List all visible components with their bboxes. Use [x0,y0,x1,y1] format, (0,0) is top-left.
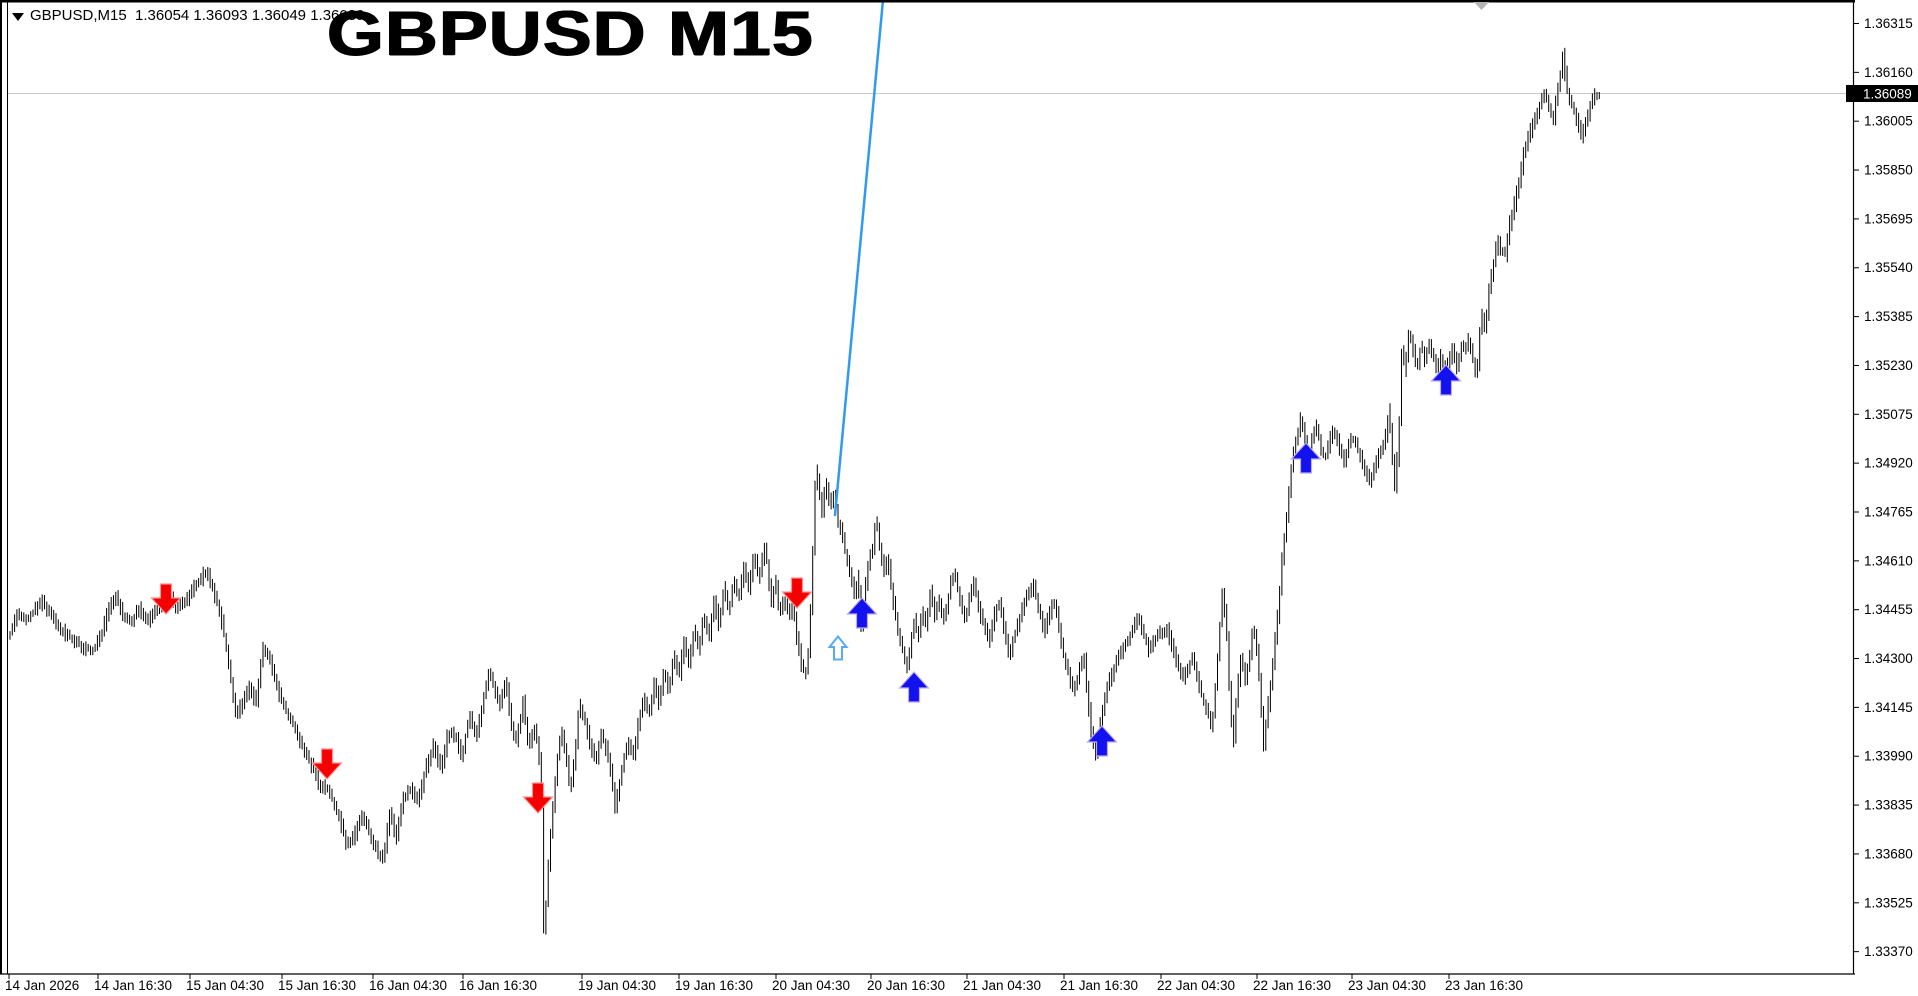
price-axis-label: 1.34300 [1864,651,1913,666]
time-axis-label: 20 Jan 04:30 [772,978,850,993]
price-axis-label: 1.34920 [1864,456,1913,471]
buy-arrow-marker[interactable] [846,597,878,629]
signal-arrows-layer[interactable] [150,364,1462,814]
price-axis-label: 1.35540 [1864,260,1913,275]
time-axis-label: 23 Jan 16:30 [1445,978,1523,993]
buy-arrow-marker[interactable] [898,671,930,703]
sell-arrow-marker[interactable] [150,583,182,615]
time-axis-label: 23 Jan 04:30 [1348,978,1426,993]
price-axis-label: 1.35850 [1864,163,1913,178]
price-axis-label: 1.33525 [1864,895,1913,910]
time-axis-label: 20 Jan 16:30 [867,978,945,993]
time-axis-label: 15 Jan 16:30 [278,978,356,993]
sell-arrow-marker[interactable] [522,782,554,814]
price-axis-label: 1.34455 [1864,602,1913,617]
price-axis-label: 1.36315 [1864,16,1913,31]
price-axis-label: 1.35385 [1864,309,1913,324]
time-axis-label: 15 Jan 04:30 [186,978,264,993]
price-axis-label: 1.34610 [1864,553,1913,568]
ohlc-bars-layer [9,47,1600,935]
time-axis-label: 16 Jan 04:30 [369,978,447,993]
symbol-dropdown-icon[interactable] [12,13,24,21]
time-axis-label: 21 Jan 04:30 [963,978,1041,993]
quote-line: GBPUSD,M15 1.36054 1.36093 1.36049 1.360… [30,7,365,24]
time-axis-label: 22 Jan 16:30 [1253,978,1331,993]
price-axis-label: 1.33680 [1864,846,1913,861]
time-axis-label: 19 Jan 16:30 [675,978,753,993]
buy-arrow-marker[interactable] [1086,725,1118,757]
price-axis-label: 1.36005 [1864,114,1913,129]
time-axis-label: 14 Jan 16:30 [94,978,172,993]
time-axis-label: 19 Jan 04:30 [578,978,656,993]
time-axis-label: 14 Jan 2026 [5,978,79,993]
price-axis-label: 1.33990 [1864,749,1913,764]
current-price-box: 1.36089 [1846,85,1918,102]
trendline-object[interactable] [833,0,885,517]
price-axis-label: 1.35230 [1864,358,1913,373]
current-price-value: 1.36089 [1863,87,1912,102]
buy-arrow-marker[interactable] [1290,442,1322,474]
price-axis-label: 1.34145 [1864,700,1913,715]
price-axis-label: 1.35075 [1864,407,1913,422]
chart-watermark-title: GBPUSD M15 [327,0,814,69]
price-axis-label: 1.35695 [1864,211,1913,226]
price-axis-label: 1.33370 [1864,944,1913,959]
price-axis-label: 1.34765 [1864,504,1913,519]
time-axis-label: 16 Jan 16:30 [459,978,537,993]
price-axis-label: 1.33835 [1864,798,1913,813]
pending-buy-outline-arrow-marker[interactable] [827,634,849,661]
time-axis[interactable]: 14 Jan 2026 14 Jan 16:30 15 Jan 04:30 15 Ja… [5,974,1523,993]
chart-borders [0,0,1855,975]
chart-shift-marker-icon[interactable] [1474,2,1489,10]
time-axis-label: 22 Jan 04:30 [1157,978,1235,993]
buy-arrow-marker[interactable] [1430,364,1462,396]
price-axis[interactable]: 1.36315 1.36160 1.36005 1.35850 1.35695 1.355… [1854,16,1913,959]
sell-arrow-marker[interactable] [311,748,343,780]
price-axis-label: 1.36160 [1864,65,1913,80]
time-axis-label: 21 Jan 16:30 [1060,978,1138,993]
sell-arrow-marker[interactable] [781,577,813,609]
